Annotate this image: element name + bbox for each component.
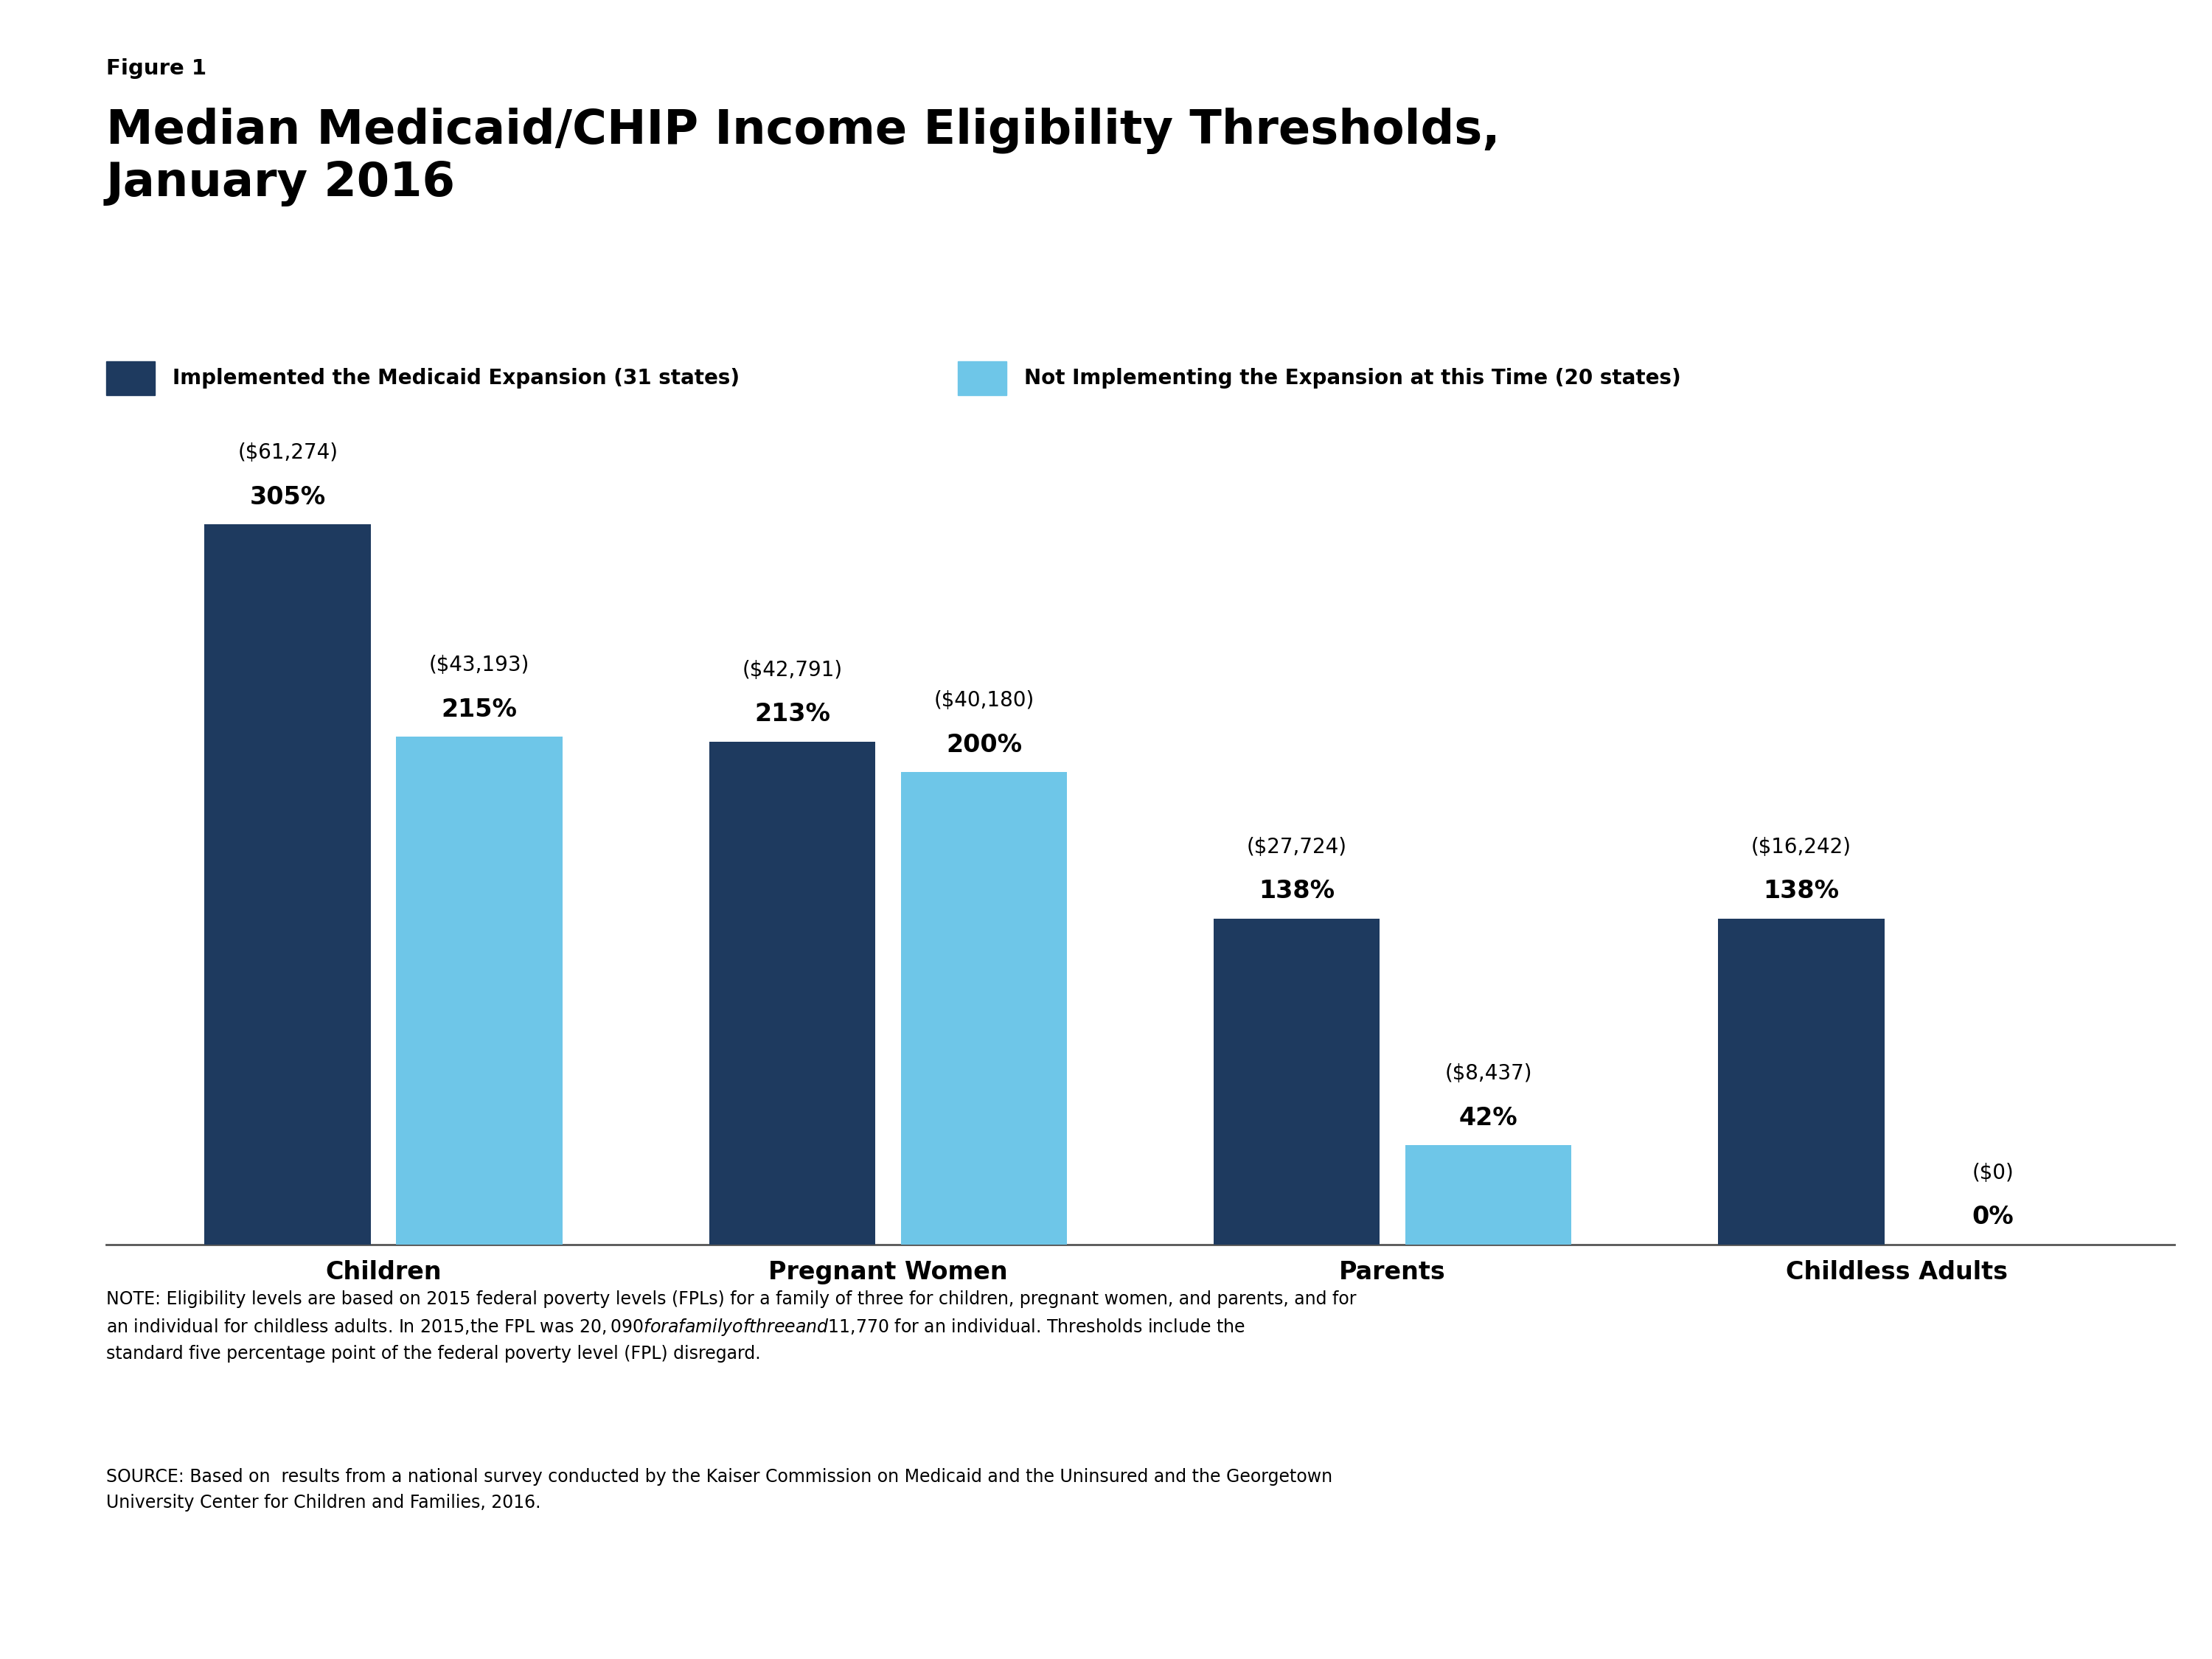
- Text: 200%: 200%: [947, 733, 1022, 757]
- Text: Implemented the Medicaid Expansion (31 states): Implemented the Medicaid Expansion (31 s…: [173, 368, 739, 388]
- Text: ($43,193): ($43,193): [429, 655, 529, 675]
- Text: ($27,724): ($27,724): [1248, 836, 1347, 858]
- Bar: [710, 742, 876, 1244]
- Bar: [396, 737, 562, 1244]
- Text: THE HENRY J.: THE HENRY J.: [1991, 1390, 2066, 1402]
- Text: 138%: 138%: [1763, 879, 1838, 904]
- Bar: [900, 771, 1066, 1244]
- Text: ($8,437): ($8,437): [1444, 1063, 1533, 1083]
- Text: ($61,274): ($61,274): [237, 443, 338, 463]
- Bar: [1405, 1145, 1571, 1244]
- Text: 215%: 215%: [442, 697, 518, 722]
- Text: Not Implementing the Expansion at this Time (20 states): Not Implementing the Expansion at this T…: [1024, 368, 1681, 388]
- Text: 305%: 305%: [250, 484, 325, 509]
- Text: SOURCE: Based on  results from a national survey conducted by the Kaiser Commiss: SOURCE: Based on results from a national…: [106, 1468, 1332, 1511]
- Text: FOUNDATION: FOUNDATION: [1991, 1569, 2066, 1581]
- Text: 42%: 42%: [1460, 1105, 1517, 1130]
- Text: ($40,180): ($40,180): [933, 690, 1035, 712]
- Text: 0%: 0%: [1971, 1204, 2013, 1229]
- Text: ($42,791): ($42,791): [741, 660, 843, 680]
- Text: ($0): ($0): [1971, 1163, 2013, 1183]
- Bar: [204, 524, 372, 1244]
- Text: NOTE: Eligibility levels are based on 2015 federal poverty levels (FPLs) for a f: NOTE: Eligibility levels are based on 20…: [106, 1291, 1356, 1364]
- Text: Figure 1: Figure 1: [106, 58, 206, 78]
- Bar: [1214, 919, 1380, 1244]
- Text: Median Medicaid/CHIP Income Eligibility Thresholds,
January 2016: Median Medicaid/CHIP Income Eligibility …: [106, 108, 1500, 206]
- Text: 213%: 213%: [754, 702, 830, 727]
- Text: ($16,242): ($16,242): [1752, 836, 1851, 858]
- Text: 138%: 138%: [1259, 879, 1334, 904]
- Text: FAMILY: FAMILY: [1989, 1500, 2068, 1520]
- Text: KAISER: KAISER: [1973, 1453, 2084, 1478]
- Bar: [1719, 919, 1885, 1244]
